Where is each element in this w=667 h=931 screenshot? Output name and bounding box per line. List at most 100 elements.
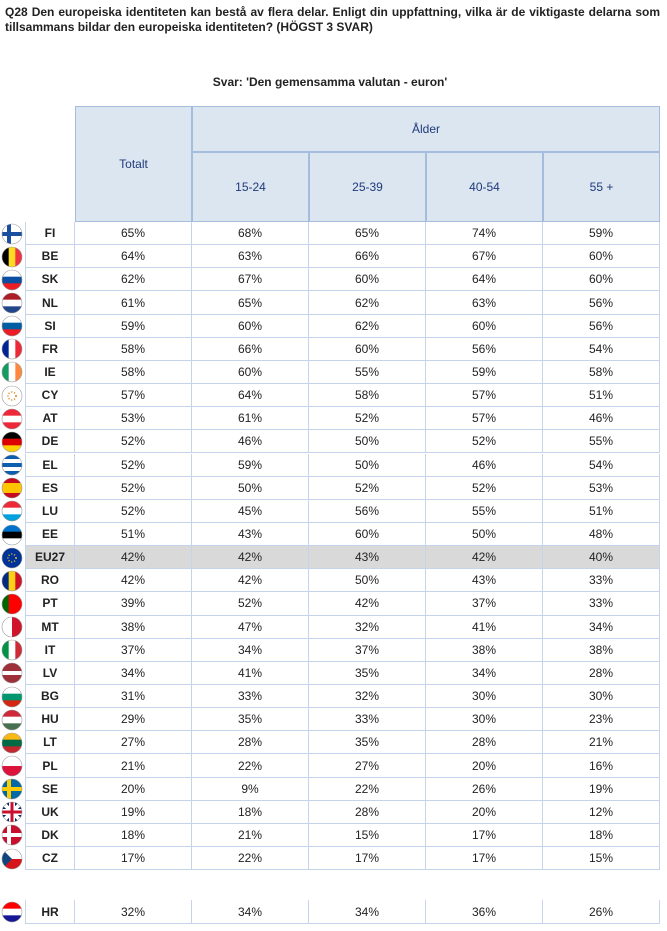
value-cell: 52% — [75, 453, 192, 477]
value-cell: 58% — [75, 360, 192, 385]
value-cell: 50% — [192, 476, 309, 500]
flag-icon — [1, 593, 23, 615]
value-cell: 42% — [309, 592, 426, 616]
value-cell: 64% — [426, 268, 543, 292]
value-cell: 20% — [426, 800, 543, 824]
flag-icon — [1, 269, 23, 291]
country-code: IE — [25, 360, 75, 385]
value-cell: 17% — [426, 823, 543, 848]
value-cell: 63% — [192, 245, 309, 269]
country-code: FI — [25, 222, 75, 246]
value-cell: 46% — [543, 407, 660, 431]
flag-icon — [1, 616, 23, 638]
value-cell: 20% — [75, 777, 192, 801]
country-code: SE — [25, 777, 75, 801]
value-cell: 51% — [543, 384, 660, 408]
value-cell: 42% — [426, 546, 543, 570]
value-cell: 51% — [75, 522, 192, 547]
value-cell: 59% — [192, 453, 309, 477]
value-cell: 19% — [543, 777, 660, 801]
value-cell: 58% — [75, 337, 192, 361]
flag-icon — [1, 385, 23, 406]
value-cell: 65% — [309, 222, 426, 246]
flag-icon — [1, 639, 23, 661]
value-cell: 52% — [309, 476, 426, 500]
value-cell: 38% — [426, 638, 543, 662]
value-cell: 41% — [426, 615, 543, 639]
country-code: CY — [25, 384, 75, 408]
value-cell: 62% — [75, 268, 192, 292]
value-cell: 68% — [192, 222, 309, 246]
flag-icon — [1, 825, 23, 846]
value-cell: 52% — [426, 430, 543, 454]
value-cell: 37% — [75, 638, 192, 662]
country-code: SI — [25, 314, 75, 338]
flag-icon — [1, 524, 23, 545]
value-cell: 47% — [192, 615, 309, 639]
flag-icon — [1, 732, 23, 754]
value-cell: 35% — [192, 708, 309, 732]
value-cell: 60% — [309, 337, 426, 361]
flag-icon — [1, 709, 23, 731]
flag-icon — [1, 547, 23, 568]
value-cell: 34% — [426, 661, 543, 685]
flag-icon — [1, 339, 23, 360]
value-cell: 57% — [75, 384, 192, 408]
country-code: DK — [25, 823, 75, 848]
value-cell: 22% — [309, 777, 426, 801]
country-code: PT — [25, 592, 75, 616]
value-cell: 42% — [192, 569, 309, 593]
value-cell: 42% — [75, 569, 192, 593]
value-cell: 55% — [426, 499, 543, 523]
value-cell: 17% — [309, 847, 426, 871]
flag-icon — [1, 755, 23, 777]
value-cell: 58% — [543, 360, 660, 385]
country-code: FR — [25, 337, 75, 361]
flag-icon — [1, 292, 23, 314]
value-cell: 55% — [543, 430, 660, 454]
value-cell: 61% — [192, 407, 309, 431]
value-cell: 52% — [75, 476, 192, 500]
value-cell: 57% — [426, 384, 543, 408]
header-total: Totalt — [75, 106, 192, 222]
value-cell: 65% — [75, 222, 192, 246]
value-cell: 63% — [426, 291, 543, 315]
value-cell: 58% — [309, 384, 426, 408]
country-code: NL — [25, 291, 75, 315]
value-cell: 33% — [543, 569, 660, 593]
value-cell: 9% — [192, 777, 309, 801]
country-code: ES — [25, 476, 75, 500]
value-cell: 51% — [543, 499, 660, 523]
value-cell: 52% — [75, 499, 192, 523]
country-code: HU — [25, 708, 75, 732]
value-cell: 34% — [192, 900, 309, 924]
value-cell: 36% — [426, 900, 543, 924]
value-cell: 37% — [426, 592, 543, 616]
value-cell: 65% — [192, 291, 309, 315]
country-code: MT — [25, 615, 75, 639]
country-code: RO — [25, 569, 75, 593]
value-cell: 35% — [309, 661, 426, 685]
country-code: EE — [25, 522, 75, 547]
value-cell: 16% — [543, 754, 660, 778]
value-cell: 62% — [309, 291, 426, 315]
value-cell: 43% — [309, 546, 426, 570]
value-cell: 21% — [75, 754, 192, 778]
flag-icon — [1, 848, 23, 869]
flag-icon — [1, 570, 23, 592]
value-cell: 52% — [426, 476, 543, 500]
value-cell: 32% — [309, 615, 426, 639]
country-code: HR — [25, 900, 75, 924]
value-cell: 60% — [543, 245, 660, 269]
value-cell: 15% — [543, 847, 660, 871]
value-cell: 31% — [75, 685, 192, 709]
value-cell: 60% — [192, 314, 309, 338]
value-cell: 67% — [192, 268, 309, 292]
country-code: LT — [25, 731, 75, 755]
value-cell: 59% — [75, 314, 192, 338]
value-cell: 23% — [543, 708, 660, 732]
value-cell: 60% — [426, 314, 543, 338]
value-cell: 61% — [75, 291, 192, 315]
value-cell: 26% — [543, 900, 660, 924]
